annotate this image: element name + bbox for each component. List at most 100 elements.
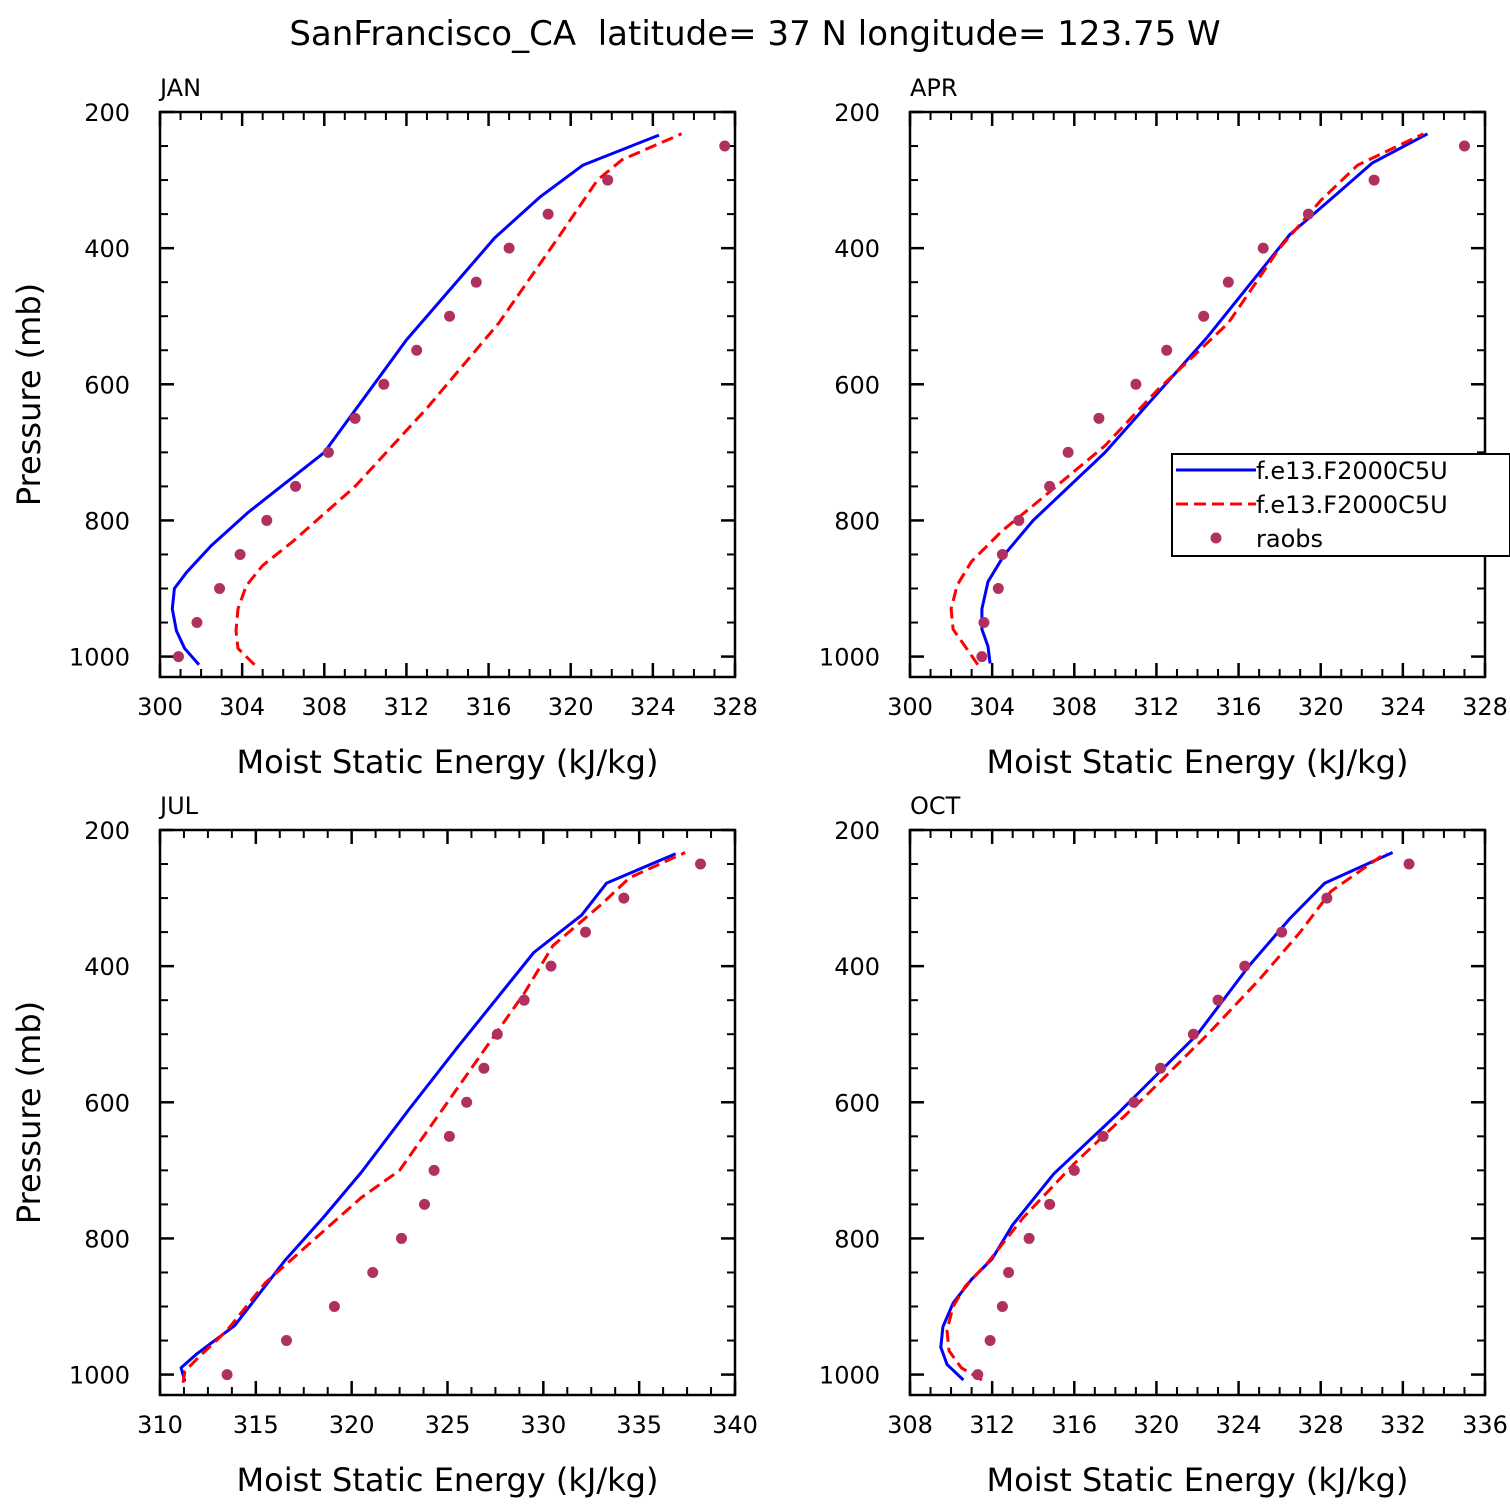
panel-apr: 300 304 308 312 316 320 324 328 200 400 600 800 1000… bbox=[819, 74, 1508, 781]
raobs-point bbox=[349, 412, 361, 424]
panel-oct: 308 312 316 320 324 328 332 336 200 400 600 800 1000… bbox=[819, 792, 1508, 1499]
y-tick-label: 800 bbox=[84, 507, 130, 535]
raobs-point bbox=[542, 208, 554, 220]
y-tick-label: 600 bbox=[834, 1089, 880, 1117]
raobs-point bbox=[328, 1301, 340, 1313]
x-tick-label: 335 bbox=[616, 1411, 662, 1439]
series-line-solid bbox=[170, 133, 660, 666]
x-tick-label: 320 bbox=[1298, 693, 1344, 721]
y-tick-label: 1000 bbox=[819, 1362, 880, 1390]
y-tick-label: 800 bbox=[84, 1225, 130, 1253]
raobs-point bbox=[322, 446, 334, 458]
raobs-point bbox=[491, 1028, 503, 1040]
figure-title: SanFrancisco_CA latitude= 37 N longitude… bbox=[289, 14, 1220, 54]
panel-jul: 310 315 320 325 330 335 340 200 400 600 800 1000 JUL… bbox=[10, 792, 758, 1499]
raobs-point bbox=[261, 514, 273, 526]
x-tick-label: 328 bbox=[1462, 693, 1508, 721]
raobs-point bbox=[367, 1266, 379, 1278]
y-tick-label: 200 bbox=[84, 817, 130, 845]
raobs-point bbox=[719, 140, 731, 152]
panel-jan: 300 304 308 312 316 320 324 328 200 400 600 800 1000… bbox=[10, 74, 758, 781]
series-line-solid bbox=[980, 132, 1429, 664]
y-tick-label: 600 bbox=[834, 371, 880, 399]
raobs-point bbox=[444, 310, 456, 322]
plot-frame bbox=[908, 828, 1487, 1397]
raobs-point bbox=[545, 960, 557, 972]
raobs-point bbox=[1093, 412, 1105, 424]
raobs-point bbox=[602, 174, 614, 186]
raobs-point bbox=[191, 617, 203, 629]
series-line-dashed bbox=[234, 132, 683, 666]
x-tick-label: 320 bbox=[1134, 1411, 1180, 1439]
raobs-point bbox=[1257, 242, 1269, 254]
legend-label: f.e13.F2000C5U bbox=[1256, 457, 1448, 485]
raobs-point bbox=[992, 583, 1004, 595]
y-tick-label: 1000 bbox=[69, 1362, 130, 1390]
y-tick-label: 1000 bbox=[69, 644, 130, 672]
raobs-point bbox=[470, 276, 482, 288]
x-tick-label: 325 bbox=[425, 1411, 471, 1439]
x-tick-label: 312 bbox=[384, 693, 430, 721]
data-layer bbox=[939, 851, 1415, 1382]
raobs-point bbox=[1044, 480, 1056, 492]
raobs-point bbox=[1155, 1062, 1167, 1074]
raobs-point bbox=[1044, 1198, 1056, 1210]
x-tick-label: 310 bbox=[137, 1411, 183, 1439]
x-tick-label: 336 bbox=[1462, 1411, 1508, 1439]
raobs-point bbox=[1068, 1164, 1080, 1176]
raobs-point bbox=[1130, 378, 1142, 390]
raobs-point bbox=[478, 1062, 490, 1074]
raobs-point bbox=[1198, 310, 1210, 322]
series-line-solid bbox=[939, 851, 1394, 1382]
x-tick-label: 330 bbox=[520, 1411, 566, 1439]
x-axis-label: Moist Static Energy (kJ/kg) bbox=[987, 1461, 1409, 1499]
raobs-point bbox=[1302, 208, 1314, 220]
raobs-point bbox=[234, 548, 246, 560]
x-tick-label: 300 bbox=[137, 693, 183, 721]
panels: 300 304 308 312 316 320 324 328 200 400 600 800 1000… bbox=[10, 74, 1508, 1499]
series-line-dashed bbox=[949, 132, 1425, 666]
raobs-point bbox=[1161, 344, 1173, 356]
raobs-point bbox=[461, 1096, 473, 1108]
legend-label: f.e13.F2000C5U bbox=[1256, 491, 1448, 519]
raobs-point bbox=[290, 480, 302, 492]
raobs-point bbox=[1128, 1096, 1140, 1108]
data-layer bbox=[170, 132, 731, 666]
x-tick-label: 304 bbox=[969, 693, 1015, 721]
raobs-point bbox=[1023, 1232, 1035, 1244]
raobs-point bbox=[1187, 1028, 1199, 1040]
raobs-point bbox=[411, 344, 423, 356]
plot-frame bbox=[158, 110, 737, 679]
legend-marker bbox=[1210, 532, 1222, 544]
legend-label: raobs bbox=[1256, 525, 1323, 553]
raobs-point bbox=[580, 926, 591, 938]
raobs-point bbox=[1276, 926, 1288, 938]
x-tick-label: 324 bbox=[1380, 693, 1426, 721]
x-axis-label: Moist Static Energy (kJ/kg) bbox=[987, 743, 1409, 781]
x-tick-label: 308 bbox=[301, 693, 347, 721]
raobs-point bbox=[419, 1198, 430, 1210]
x-tick-label: 308 bbox=[1051, 693, 1097, 721]
x-tick-label: 320 bbox=[548, 693, 594, 721]
y-tick-label: 1000 bbox=[819, 644, 880, 672]
x-tick-label: 316 bbox=[466, 693, 512, 721]
y-tick-label: 800 bbox=[834, 1225, 880, 1253]
y-tick-label: 200 bbox=[84, 99, 130, 127]
raobs-point bbox=[443, 1130, 455, 1142]
raobs-point bbox=[172, 651, 184, 663]
x-tick-label: 315 bbox=[233, 1411, 279, 1439]
raobs-point bbox=[396, 1232, 407, 1244]
raobs-point bbox=[618, 892, 630, 904]
y-tick-label: 400 bbox=[84, 235, 130, 263]
panel-title: JUL bbox=[158, 792, 199, 820]
raobs-point bbox=[1212, 994, 1224, 1006]
raobs-point bbox=[518, 994, 530, 1006]
y-tick-label: 800 bbox=[834, 507, 880, 535]
y-axis-label: Pressure (mb) bbox=[10, 283, 48, 506]
x-tick-label: 324 bbox=[1216, 1411, 1262, 1439]
x-tick-label: 328 bbox=[1298, 1411, 1344, 1439]
raobs-point bbox=[1003, 1266, 1015, 1278]
y-tick-label: 400 bbox=[834, 235, 880, 263]
x-tick-label: 340 bbox=[712, 1411, 758, 1439]
y-tick-label: 200 bbox=[834, 817, 880, 845]
